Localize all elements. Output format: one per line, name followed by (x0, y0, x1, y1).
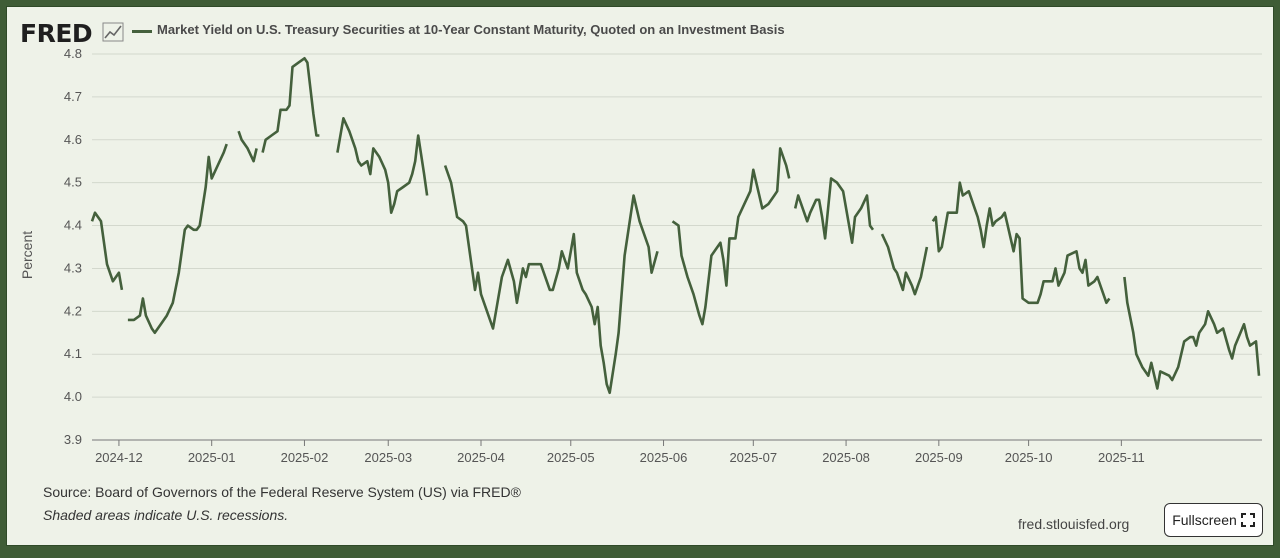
series-line-segment (90, 211, 124, 291)
series-line-segment (931, 181, 1111, 305)
x-tick-label: 2025-08 (822, 450, 870, 465)
series-line-segment (261, 56, 320, 153)
line-chart-icon (102, 22, 124, 42)
y-tick-label: 4.4 (64, 218, 82, 233)
series-line-segment (443, 165, 659, 395)
x-tick-label: 2025-03 (364, 450, 412, 465)
y-tick-label: 4.5 (64, 175, 82, 190)
chart-title: Market Yield on U.S. Treasury Securities… (157, 22, 785, 37)
series-line-segment (880, 233, 929, 296)
y-tick-label: 4.1 (64, 346, 82, 361)
y-tick-label: 4.2 (64, 303, 82, 318)
series-line-segment (671, 147, 791, 326)
grid-lines (92, 53, 1262, 441)
recession-note: Shaded areas indicate U.S. recessions. (43, 507, 289, 523)
x-tick-label: 2025-07 (729, 450, 777, 465)
x-tick-label: 2025-10 (1005, 450, 1053, 465)
y-tick-label: 4.6 (64, 132, 82, 147)
series-line (90, 56, 1261, 395)
y-tick-label: 4.3 (64, 260, 82, 275)
series-line-segment (793, 177, 875, 244)
fred-logo[interactable]: FRED (20, 19, 93, 48)
x-tick-label: 2025-01 (188, 450, 236, 465)
x-tick-label: 2025-04 (457, 450, 505, 465)
series-line-segment (127, 143, 228, 335)
x-axis-ticks: 2024-12 2025-01 2025-02 2025-03 2025-04 2025-… (95, 440, 1145, 465)
line-chart[interactable]: 3.94.04.14.24.34.44.54.64.74.8 2024-12 20… (7, 7, 1275, 477)
y-axis-label: Percent (19, 230, 36, 280)
fullscreen-label: Fullscreen (1172, 512, 1237, 528)
x-tick-label: 2025-05 (547, 450, 595, 465)
x-tick-label: 2024-12 (95, 450, 143, 465)
x-tick-label: 2025-06 (640, 450, 688, 465)
x-tick-label: 2025-11 (1098, 450, 1145, 465)
series-line-segment (336, 117, 429, 214)
y-tick-label: 4.8 (64, 46, 82, 61)
y-axis-ticks: 3.9 4.0 4.1 4.2 4.3 4.4 4.5 4.6 4.7 4.8 (64, 46, 82, 447)
y-tick-label: 4.7 (64, 89, 82, 104)
x-tick-label: 2025-09 (915, 450, 963, 465)
series-line-segment (1123, 276, 1261, 390)
legend-line-swatch (132, 30, 152, 33)
x-tick-label: 2025-02 (281, 450, 329, 465)
fullscreen-button[interactable]: Fullscreen (1164, 503, 1263, 537)
y-tick-label: 4.0 (64, 389, 82, 404)
chart-frame: FRED Market Yield on U.S. Treasury Secur… (6, 6, 1274, 546)
expand-icon (1240, 513, 1255, 527)
series-line-segment (237, 130, 258, 163)
source-text: Source: Board of Governors of the Federa… (43, 484, 521, 500)
site-link[interactable]: fred.stlouisfed.org (1018, 516, 1130, 532)
y-tick-label: 3.9 (64, 432, 82, 447)
